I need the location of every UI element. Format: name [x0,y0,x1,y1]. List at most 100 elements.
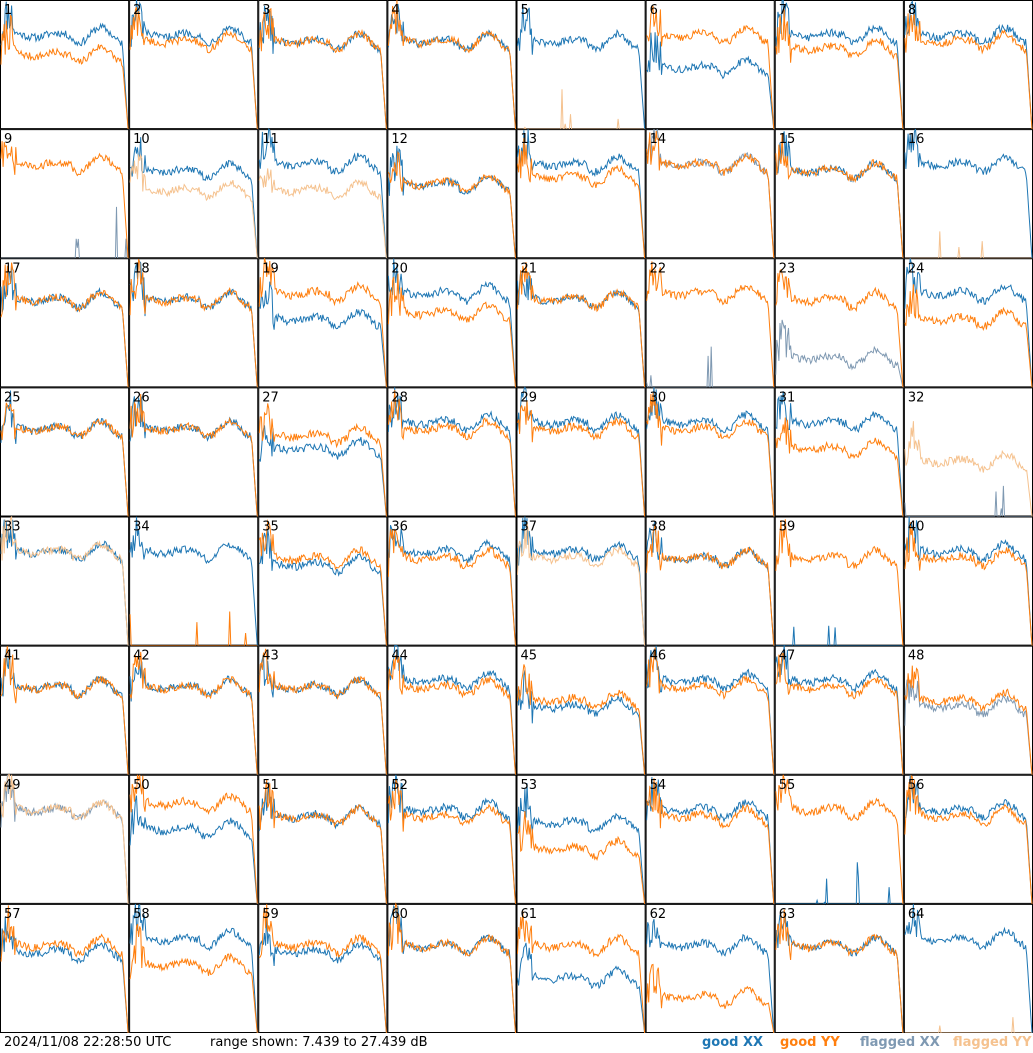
panel-border [645,903,775,1033]
series-xx-line [517,386,646,517]
panel-number-label: 29 [521,390,538,405]
series-yy-line [129,651,258,775]
panel-number-label: 25 [4,390,21,405]
panel-border [258,774,388,904]
panel-number-label: 7 [779,3,787,18]
panel-9: 9 [0,129,130,259]
series-yy-line [904,284,1033,388]
series-yy-line [904,1017,1032,1033]
panel-border [0,516,130,646]
panel-number-label: 46 [650,649,667,664]
series-xx-line [0,390,129,517]
panel-number-label: 62 [650,907,667,922]
series-xx-line [387,387,516,517]
panel-border [387,516,517,646]
series-yy-line [775,417,904,517]
series-yy-line [258,518,387,646]
series-xx-line [775,0,904,130]
panel-7: 7 [774,0,904,130]
panel-number-label: 36 [391,520,408,535]
series-yy-line [0,516,129,646]
panel-number-label: 26 [133,390,150,405]
series-yy-line [258,648,387,775]
series-xx-line [258,910,387,1033]
panel-number-label: 60 [391,907,408,922]
panel-border [645,645,775,775]
panel-number-label: 32 [908,390,925,405]
panel-41: 41 [0,645,130,775]
panel-36: 36 [387,516,517,646]
panel-34: 34 [129,516,259,647]
panel-33: 33 [0,516,130,646]
series-xx-line [1,206,129,259]
panel-border [774,258,904,388]
panel-border [903,645,1033,775]
series-xx-line [0,648,129,775]
series-yy-line [129,611,258,647]
series-yy-line [129,6,258,130]
timestamp-label: 2024/11/08 22:28:50 UTC [4,1035,172,1050]
panel-border [129,258,259,388]
panel-11: 11 [258,127,388,259]
panel-number-label: 3 [262,3,270,18]
series-xx-line [258,425,387,517]
series-xx-line [0,1,129,130]
panel-border [645,774,775,904]
series-xx-line [0,916,129,1033]
panel-border [645,516,775,646]
series-xx-line [387,904,516,1033]
series-xx-line [517,783,646,904]
series-yy-line [646,523,775,646]
series-yy-line [387,528,516,646]
panel-number-label: 13 [521,132,538,147]
series-yy-line [517,810,646,904]
series-yy-line [646,392,775,517]
series-xx-line [904,0,1033,130]
panel-border [129,387,259,517]
series-xx-line [387,145,516,259]
series-yy-line [258,904,387,1033]
series-xx-line [129,903,258,1033]
series-yy-line [387,273,516,388]
panel-number-label: 21 [521,261,538,276]
panel-1: 1 [0,0,130,130]
series-yy-line [517,911,646,1033]
series-yy-line [517,89,645,130]
panel-border [645,387,775,517]
series-yy-line [904,421,1033,517]
series-yy-line [258,168,387,259]
series-yy-line [129,774,258,904]
series-xx-line [129,258,258,388]
series-xx-line [904,258,1033,388]
panel-2: 2 [129,0,259,130]
series-yy-line [387,390,516,517]
panel-29: 29 [516,386,646,517]
series-xx-line [517,271,646,388]
panel-number-label: 5 [521,3,529,18]
series-yy-line [775,909,904,1033]
panel-28: 28 [387,387,517,517]
panel-border [774,645,904,775]
panel-border [387,258,517,388]
series-yy-line [0,646,129,775]
series-yy-line [775,519,904,646]
panel-border [258,387,388,517]
series-yy-line [775,268,904,388]
panel-14: 14 [645,129,775,259]
panel-border [645,129,775,259]
panel-border [516,0,646,130]
panel-border [774,774,904,904]
panel-30: 30 [645,387,775,517]
series-xx-line [517,670,646,775]
panel-13: 13 [516,129,646,259]
panel-number-label: 64 [908,907,925,922]
panel-47: 47 [774,645,904,775]
series-xx-line [646,387,775,517]
series-xx-line [517,942,646,1033]
panel-number-label: 49 [4,778,21,793]
series-yy-line [129,393,258,517]
series-xx-line [387,258,516,388]
panel-border [516,774,646,904]
series-yy-line [0,141,129,259]
series-yy-line [904,522,1033,646]
